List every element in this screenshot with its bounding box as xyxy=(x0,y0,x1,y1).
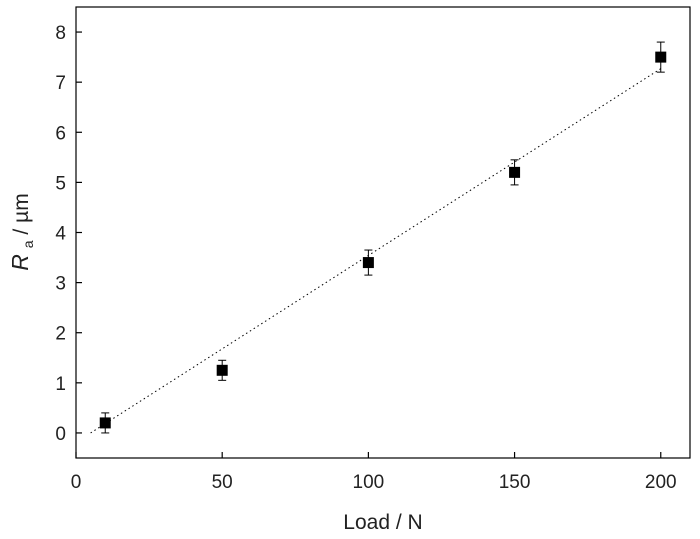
data-point-marker xyxy=(99,417,111,429)
x-tick-label: 50 xyxy=(212,472,233,493)
data-point-marker xyxy=(509,166,521,178)
y-tick-label: 2 xyxy=(55,324,66,345)
x-tick-label: 0 xyxy=(71,472,82,493)
data-point-marker xyxy=(655,51,667,63)
fit-line-group xyxy=(90,68,662,434)
x-tick-label: 200 xyxy=(645,472,677,493)
y-tick-label: 3 xyxy=(55,274,66,295)
data-point-marker xyxy=(362,257,374,269)
data-points xyxy=(99,41,667,434)
x-tick-label: 100 xyxy=(353,472,385,493)
y-tick-label: 7 xyxy=(55,73,66,94)
plot-frame xyxy=(75,6,691,459)
y-axis-label-subscript: a xyxy=(20,240,36,248)
y-tick-label: 0 xyxy=(55,424,66,445)
y-axis-label-symbol: R xyxy=(7,254,33,271)
x-tick-label: 150 xyxy=(499,472,531,493)
data-point-marker xyxy=(216,364,228,376)
y-tick-label: 5 xyxy=(55,173,66,194)
y-axis-label-unit: / µm xyxy=(10,193,33,234)
x-axis-label: Load / N xyxy=(343,511,422,534)
y-tick-label: 4 xyxy=(55,224,66,245)
fit-line xyxy=(90,68,662,434)
x-axis-ticks: 0 50 100 150 200 xyxy=(71,452,677,493)
y-axis-label: R a / µm xyxy=(7,193,38,270)
y-tick-label: 1 xyxy=(55,374,66,395)
y-tick-label: 6 xyxy=(55,123,66,144)
y-axis-ticks: 0 1 2 3 4 5 6 7 8 xyxy=(55,23,82,445)
y-tick-label: 8 xyxy=(55,23,66,44)
